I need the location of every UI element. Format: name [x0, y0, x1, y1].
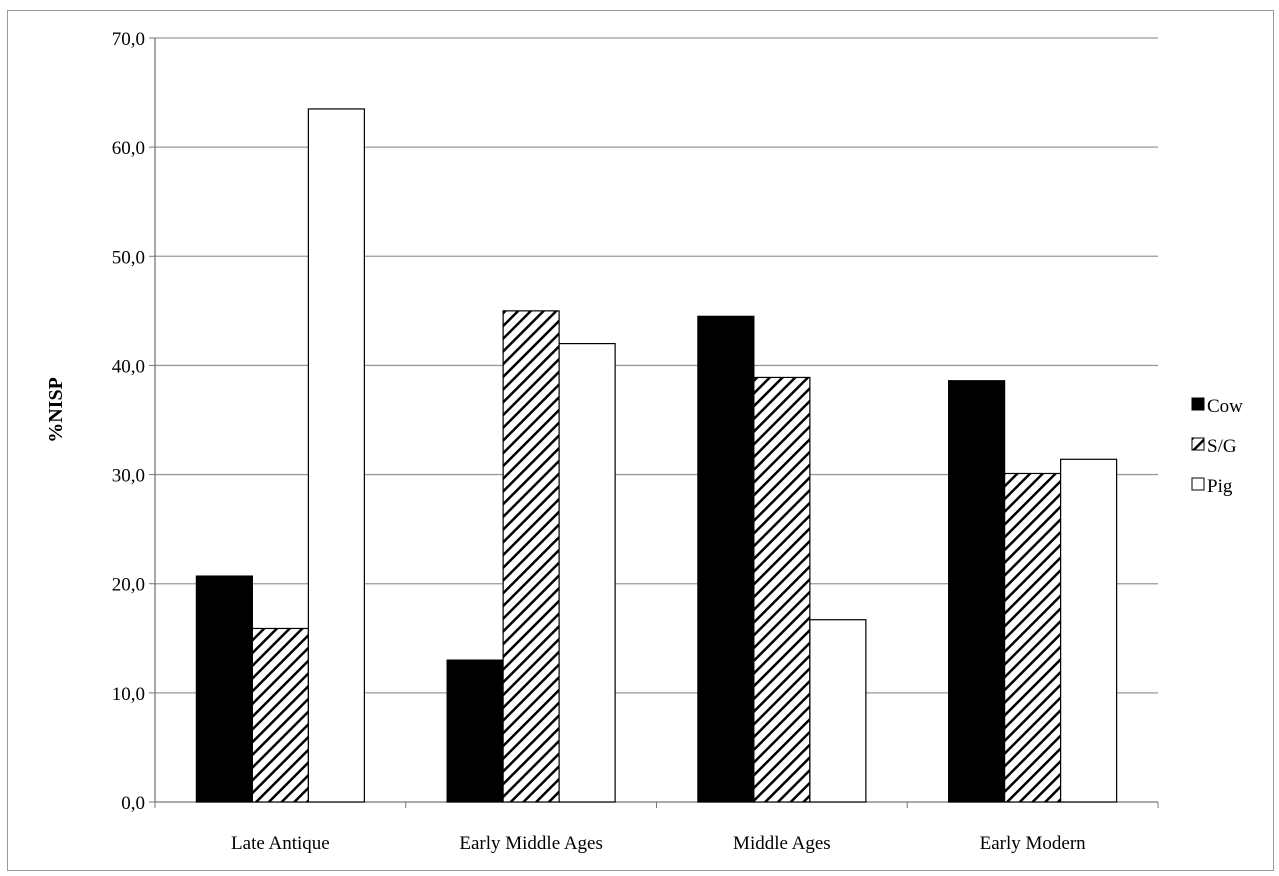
- bar-cow: [697, 315, 755, 803]
- bar-pig: [307, 108, 365, 803]
- y-tick-label: 70,0: [112, 29, 145, 50]
- y-tick-label: 40,0: [112, 356, 145, 377]
- legend-swatch: [1191, 477, 1205, 491]
- y-tick-label: 30,0: [112, 466, 145, 487]
- y-tick-label: 50,0: [112, 247, 145, 268]
- bar-s-g: [251, 627, 309, 803]
- y-tick-label: 60,0: [112, 138, 145, 159]
- legend-swatch: [1191, 437, 1205, 451]
- legend-label: S/G: [1207, 436, 1237, 457]
- legend-label: Pig: [1207, 476, 1233, 497]
- legend-label: Cow: [1207, 396, 1243, 417]
- bar-cow: [948, 380, 1006, 803]
- y-tick-label: 20,0: [112, 575, 145, 596]
- legend-swatch: [1191, 397, 1205, 411]
- y-tick-label: 0,0: [121, 793, 145, 814]
- bar-cow: [446, 659, 504, 803]
- bar-pig: [1060, 458, 1118, 803]
- bars: [195, 108, 1118, 803]
- y-tick-label: 10,0: [112, 684, 145, 705]
- bar-pig: [558, 343, 616, 803]
- x-category-label: Early Middle Ages: [459, 833, 603, 854]
- bar-s-g: [1004, 472, 1062, 803]
- bar-s-g: [502, 310, 560, 803]
- bar-s-g: [753, 376, 811, 803]
- legend: Cow S/G Pig: [1191, 396, 1243, 497]
- labels: 0,0 10,0 20,0 30,0 40,0 50,0 60,0 70,0 Late Anti…: [112, 29, 1086, 854]
- bar-pig: [809, 619, 867, 803]
- x-category-label: Late Antique: [231, 833, 330, 854]
- x-category-label: Middle Ages: [733, 833, 831, 854]
- x-category-label: Early Modern: [980, 833, 1087, 854]
- y-axis-title: %NISP: [45, 377, 67, 443]
- bar-cow: [195, 575, 253, 803]
